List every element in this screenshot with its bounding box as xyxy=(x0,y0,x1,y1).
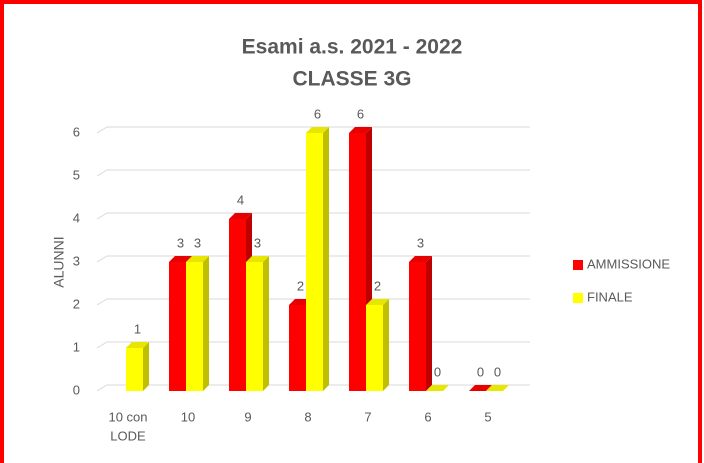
bar xyxy=(306,133,323,391)
bar-top xyxy=(426,385,449,391)
bar-top xyxy=(366,299,389,305)
x-tick-label: 7 xyxy=(364,409,371,424)
bar-top xyxy=(126,342,149,348)
grid-line xyxy=(96,126,530,134)
bar-top xyxy=(246,256,269,262)
value-label: 0 xyxy=(434,364,441,379)
bar xyxy=(169,262,186,391)
bar-side xyxy=(426,256,432,391)
legend-swatch xyxy=(573,293,583,303)
bar-top xyxy=(169,256,192,262)
chart-subtitle: CLASSE 3G xyxy=(292,68,411,91)
y-tick-label: 2 xyxy=(73,296,80,311)
bar-top xyxy=(229,213,252,219)
y-tick-label: 4 xyxy=(73,210,80,225)
bar-side xyxy=(323,127,329,391)
legend-swatch xyxy=(573,260,583,270)
legend-label: AMMISSIONE xyxy=(587,256,670,271)
x-tick-label: 8 xyxy=(304,409,311,424)
value-label: 6 xyxy=(357,106,364,121)
y-tick-label: 3 xyxy=(73,253,80,268)
bar-top xyxy=(186,256,209,262)
bar xyxy=(229,219,246,391)
value-label: 3 xyxy=(417,235,424,250)
bar-top xyxy=(469,385,492,391)
value-label: 1 xyxy=(134,321,141,336)
bar-side xyxy=(383,299,389,391)
legend-label: FINALE xyxy=(587,289,633,304)
grid-line xyxy=(96,169,530,177)
value-label: 3 xyxy=(254,235,261,250)
x-tick-label: 10 con xyxy=(108,409,147,424)
value-label: 3 xyxy=(177,235,184,250)
y-axis-label: ALUNNI xyxy=(51,236,67,287)
x-tick-label: LODE xyxy=(110,428,146,443)
bar xyxy=(246,262,263,391)
y-tick-label: 1 xyxy=(73,339,80,354)
x-tick-label: 6 xyxy=(424,409,431,424)
y-tick-label: 0 xyxy=(73,382,80,397)
bar xyxy=(126,348,143,391)
bar-top xyxy=(409,256,432,262)
bar xyxy=(349,133,366,391)
value-label: 4 xyxy=(237,192,244,207)
bar-side xyxy=(203,256,209,391)
x-tick-label: 9 xyxy=(244,409,251,424)
value-label: 6 xyxy=(314,106,321,121)
value-label: 2 xyxy=(374,278,381,293)
value-label: 0 xyxy=(494,364,501,379)
y-tick-label: 6 xyxy=(73,124,80,139)
bar xyxy=(186,262,203,391)
bar xyxy=(409,262,426,391)
bar-side xyxy=(263,256,269,391)
value-label: 0 xyxy=(477,364,484,379)
grid-line xyxy=(96,255,530,263)
grid-line xyxy=(96,212,530,220)
bar-top xyxy=(306,127,329,133)
bar-top xyxy=(349,127,372,133)
bar xyxy=(289,305,306,391)
x-tick-label: 5 xyxy=(484,409,491,424)
bar-side xyxy=(143,342,149,391)
y-tick-label: 5 xyxy=(73,167,80,182)
x-tick-label: 10 xyxy=(181,409,195,424)
bar xyxy=(366,305,383,391)
value-label: 3 xyxy=(194,235,201,250)
bar-top xyxy=(486,385,509,391)
chart-title: Esami a.s. 2021 - 2022 xyxy=(242,36,463,59)
value-label: 2 xyxy=(297,278,304,293)
